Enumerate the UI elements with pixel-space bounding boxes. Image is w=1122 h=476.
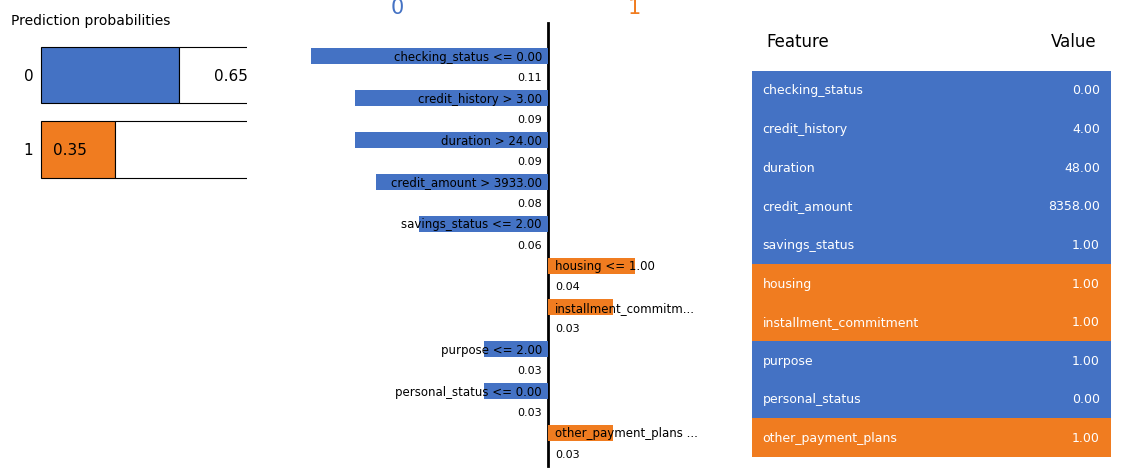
Bar bbox=[420, 216, 549, 232]
Text: 0.35: 0.35 bbox=[53, 143, 88, 158]
Text: other_payment_plans: other_payment_plans bbox=[763, 431, 898, 444]
Bar bbox=[484, 342, 549, 357]
Text: 0.03: 0.03 bbox=[555, 449, 579, 459]
Bar bbox=[116, 122, 254, 178]
Bar bbox=[752, 71, 1111, 110]
Bar bbox=[355, 91, 549, 107]
Text: 1.00: 1.00 bbox=[1073, 238, 1100, 251]
Text: 0: 0 bbox=[24, 69, 34, 84]
Text: 0.09: 0.09 bbox=[517, 157, 542, 167]
Text: 0.11: 0.11 bbox=[517, 73, 542, 83]
Text: duration: duration bbox=[763, 161, 816, 174]
Text: 0.08: 0.08 bbox=[517, 198, 542, 208]
Text: credit_history > 3.00: credit_history > 3.00 bbox=[417, 92, 542, 106]
Text: 1.00: 1.00 bbox=[1073, 354, 1100, 367]
Bar bbox=[752, 303, 1111, 341]
Text: credit_history: credit_history bbox=[763, 123, 847, 136]
Text: housing: housing bbox=[763, 277, 811, 290]
Text: 1.00: 1.00 bbox=[1073, 277, 1100, 290]
Bar bbox=[484, 383, 549, 399]
Bar bbox=[752, 187, 1111, 226]
Bar bbox=[549, 300, 613, 316]
Text: credit_amount > 3933.00: credit_amount > 3933.00 bbox=[390, 176, 542, 189]
Text: purpose <= 2.00: purpose <= 2.00 bbox=[441, 343, 542, 356]
Text: Value: Value bbox=[1051, 33, 1096, 51]
Bar bbox=[178, 48, 254, 104]
Text: 1: 1 bbox=[628, 0, 641, 18]
Text: personal_status: personal_status bbox=[763, 393, 862, 406]
Text: 0.03: 0.03 bbox=[555, 324, 579, 334]
Bar bbox=[549, 258, 635, 274]
Text: Feature: Feature bbox=[766, 33, 829, 51]
Text: installment_commitment: installment_commitment bbox=[763, 316, 919, 328]
Bar bbox=[752, 149, 1111, 187]
Bar bbox=[752, 110, 1111, 149]
Text: 4.00: 4.00 bbox=[1073, 123, 1100, 136]
Text: checking_status <= 0.00: checking_status <= 0.00 bbox=[394, 51, 542, 64]
Text: savings_status: savings_status bbox=[763, 238, 855, 251]
Text: 0.03: 0.03 bbox=[517, 366, 542, 376]
Bar bbox=[752, 418, 1111, 457]
Bar bbox=[752, 341, 1111, 380]
Bar bbox=[752, 380, 1111, 418]
Text: 0.65: 0.65 bbox=[214, 69, 248, 84]
Text: 1.00: 1.00 bbox=[1073, 431, 1100, 444]
Text: duration > 24.00: duration > 24.00 bbox=[441, 134, 542, 147]
Text: 0.00: 0.00 bbox=[1072, 84, 1100, 97]
Bar bbox=[312, 50, 549, 65]
Text: 0.03: 0.03 bbox=[517, 407, 542, 417]
Text: 8358.00: 8358.00 bbox=[1048, 200, 1100, 213]
Bar bbox=[376, 175, 549, 190]
Text: 0.09: 0.09 bbox=[517, 115, 542, 125]
Text: savings_status <= 2.00: savings_status <= 2.00 bbox=[402, 218, 542, 231]
Text: 0.04: 0.04 bbox=[555, 282, 580, 292]
Text: credit_amount: credit_amount bbox=[763, 200, 853, 213]
Text: housing <= 1.00: housing <= 1.00 bbox=[555, 259, 655, 272]
Text: 1: 1 bbox=[24, 143, 34, 158]
Text: other_payment_plans ...: other_payment_plans ... bbox=[555, 426, 698, 439]
Text: 0.06: 0.06 bbox=[517, 240, 542, 250]
Text: 1.00: 1.00 bbox=[1073, 316, 1100, 328]
Text: 48.00: 48.00 bbox=[1064, 161, 1100, 174]
Bar bbox=[355, 133, 549, 149]
Bar bbox=[752, 226, 1111, 264]
Text: installment_commitm...: installment_commitm... bbox=[555, 301, 695, 314]
Text: purpose: purpose bbox=[763, 354, 813, 367]
Bar bbox=[549, 425, 613, 441]
Bar bbox=[40, 122, 116, 178]
Text: personal_status <= 0.00: personal_status <= 0.00 bbox=[395, 385, 542, 398]
Text: Prediction probabilities: Prediction probabilities bbox=[11, 14, 171, 28]
Bar bbox=[40, 48, 178, 104]
Text: 0.00: 0.00 bbox=[1072, 393, 1100, 406]
Text: checking_status: checking_status bbox=[763, 84, 864, 97]
Text: 0: 0 bbox=[390, 0, 404, 18]
Bar bbox=[752, 264, 1111, 303]
